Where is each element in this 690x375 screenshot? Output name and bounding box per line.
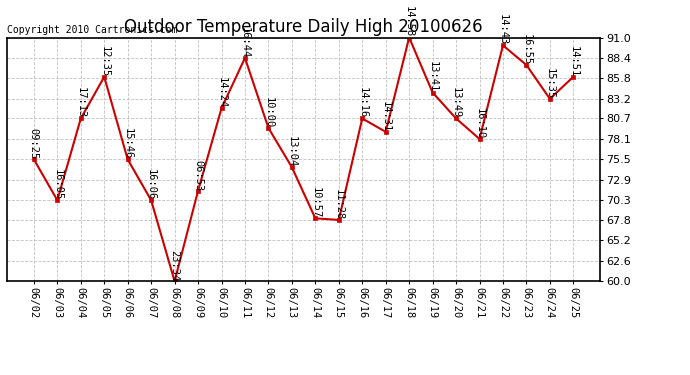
Text: Copyright 2010 Cartronics.com: Copyright 2010 Cartronics.com — [7, 25, 177, 35]
Text: 14:51: 14:51 — [569, 46, 578, 77]
Text: 17:13: 17:13 — [76, 87, 86, 118]
Title: Outdoor Temperature Daily High 20100626: Outdoor Temperature Daily High 20100626 — [124, 18, 483, 36]
Text: 13:49: 13:49 — [451, 87, 461, 118]
Text: 16:06: 16:06 — [146, 169, 156, 200]
Text: 16:05: 16:05 — [52, 169, 62, 200]
Text: 15:35: 15:35 — [545, 68, 555, 99]
Text: 14:43: 14:43 — [498, 14, 508, 45]
Text: 23:34: 23:34 — [170, 250, 179, 281]
Text: 13:04: 13:04 — [287, 136, 297, 167]
Text: 10:00: 10:00 — [264, 97, 273, 128]
Text: 16:10: 16:10 — [475, 108, 484, 139]
Text: 14:58: 14:58 — [404, 6, 414, 38]
Text: 14:31: 14:31 — [381, 100, 391, 132]
Text: 11:28: 11:28 — [334, 189, 344, 220]
Text: 10:57: 10:57 — [310, 187, 320, 218]
Text: 16:44: 16:44 — [240, 27, 250, 58]
Text: 12:35: 12:35 — [99, 46, 109, 77]
Text: 14:24: 14:24 — [217, 77, 226, 108]
Text: 16:55: 16:55 — [522, 34, 531, 65]
Text: 06:53: 06:53 — [193, 160, 203, 191]
Text: 15:46: 15:46 — [123, 128, 132, 159]
Text: 09:25: 09:25 — [29, 128, 39, 159]
Text: 14:16: 14:16 — [357, 87, 367, 118]
Text: 13:41: 13:41 — [428, 61, 437, 93]
